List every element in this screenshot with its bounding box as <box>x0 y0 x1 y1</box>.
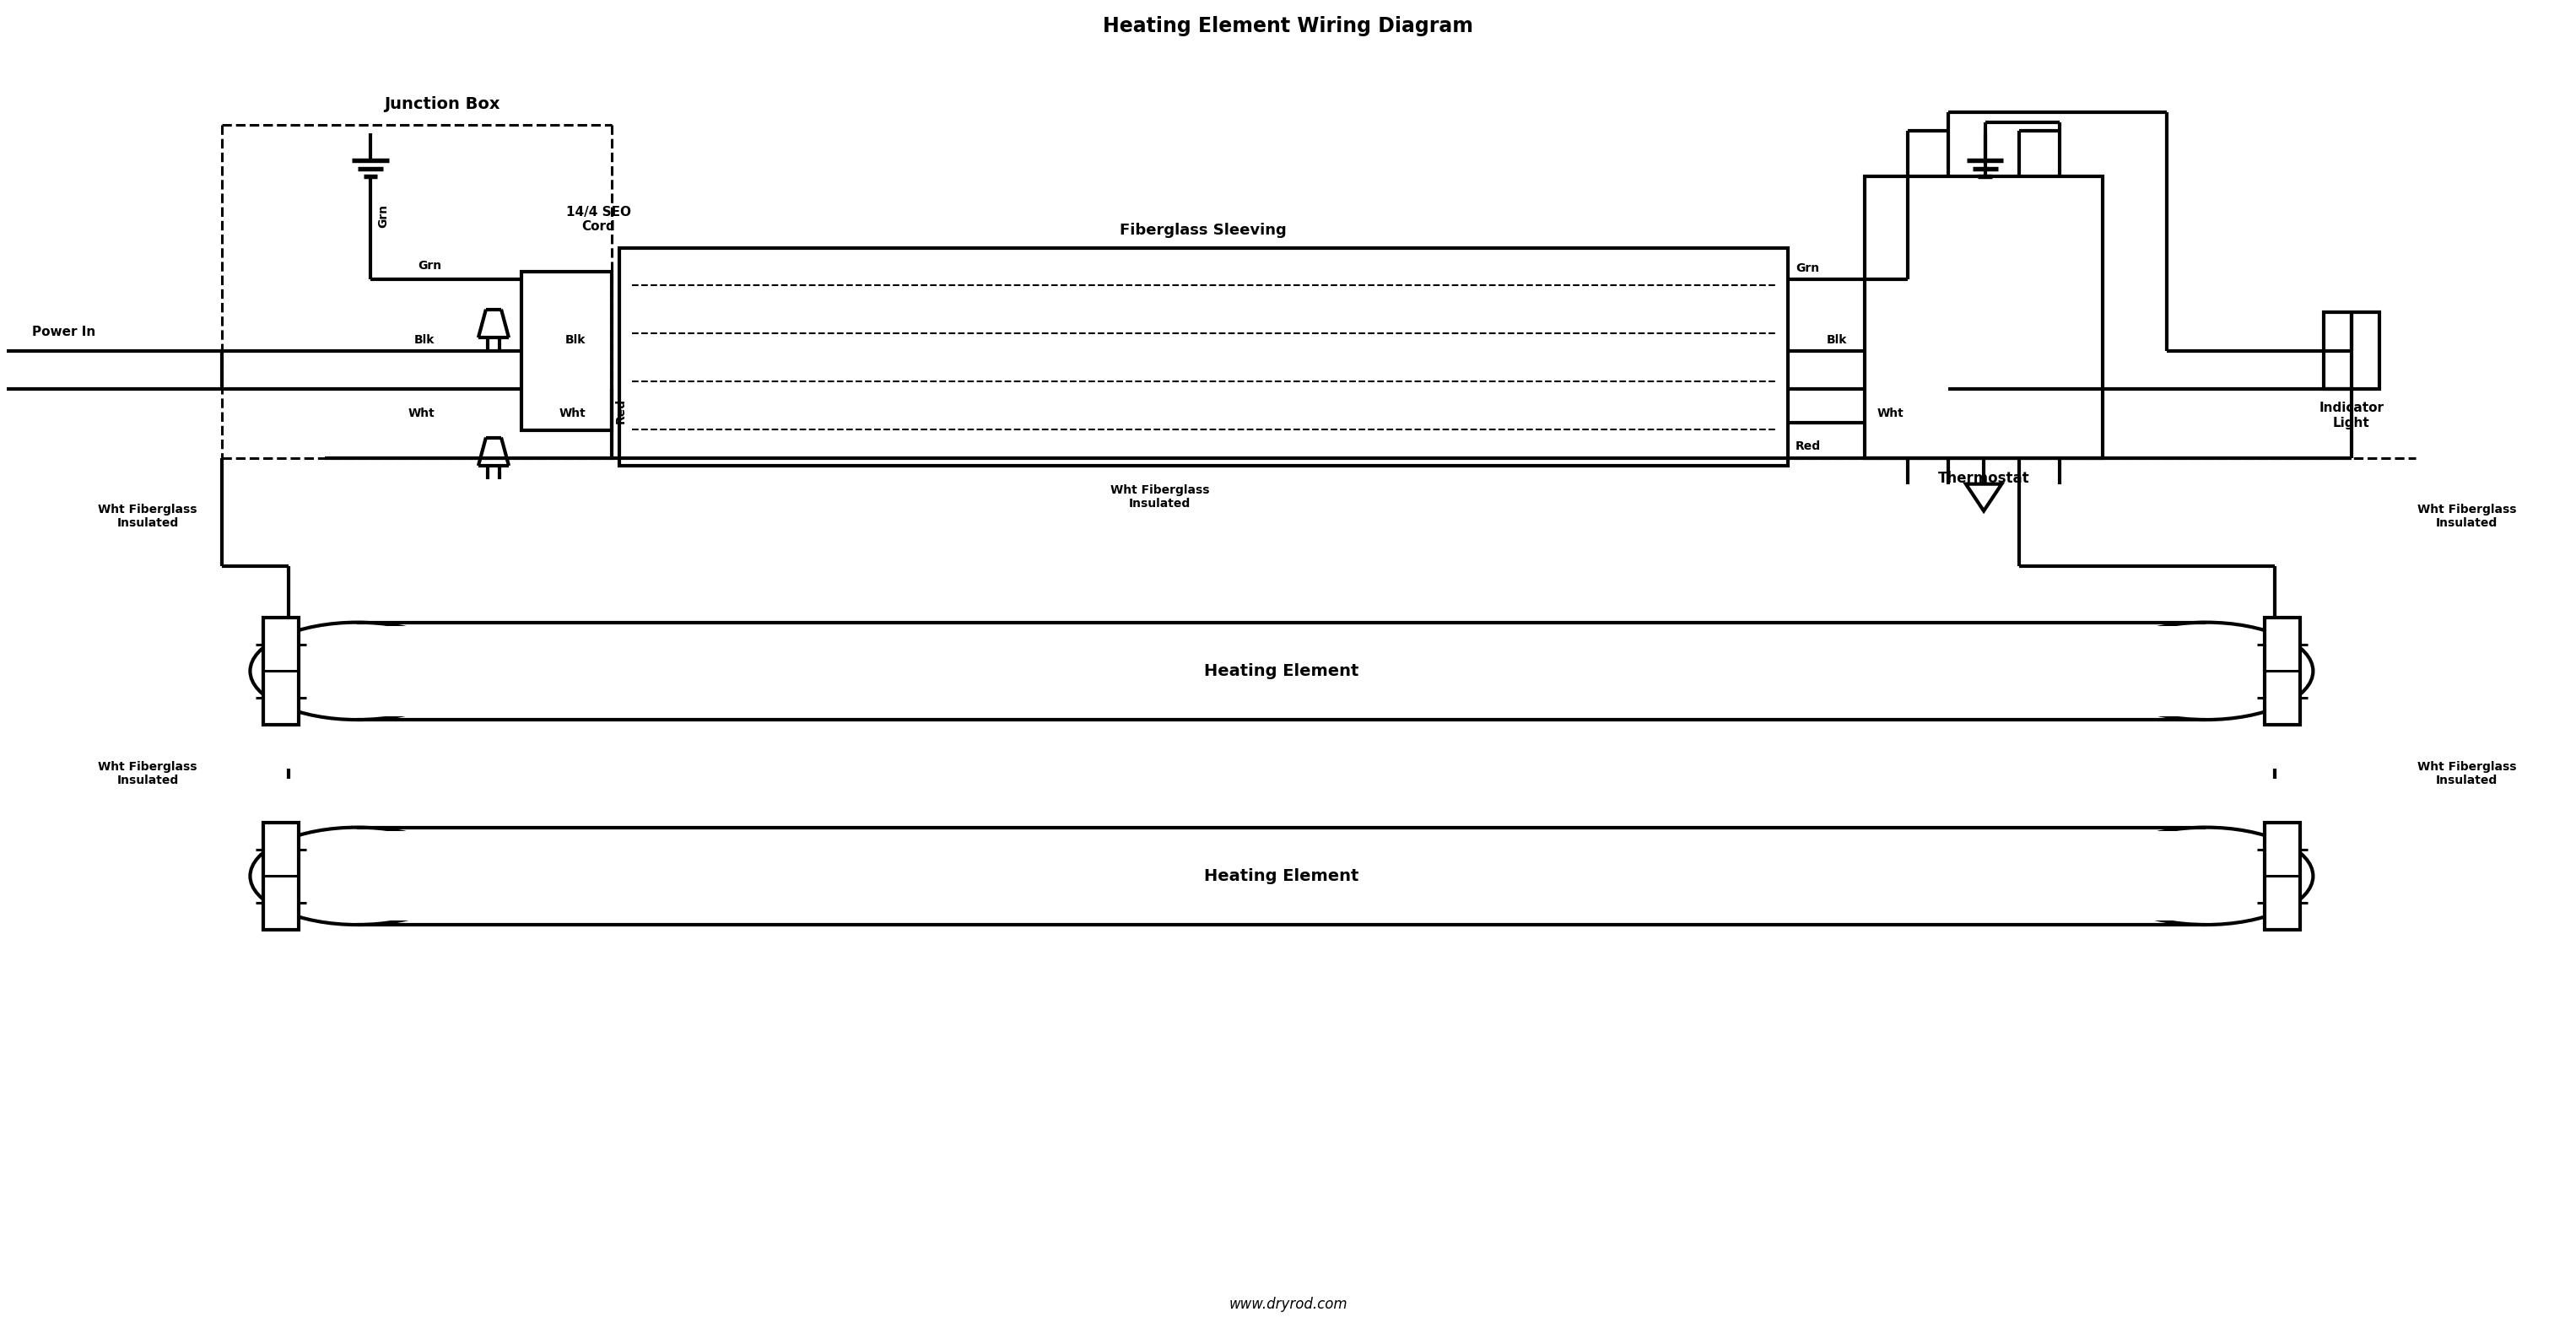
Text: Junction Box: Junction Box <box>384 97 500 113</box>
Ellipse shape <box>250 827 464 924</box>
Text: Wht: Wht <box>559 408 585 418</box>
Text: Wht: Wht <box>1878 408 1904 418</box>
Text: www.dryrod.com: www.dryrod.com <box>1229 1296 1347 1312</box>
Bar <box>358 623 2205 720</box>
Ellipse shape <box>2099 827 2313 924</box>
Text: Blk: Blk <box>564 333 585 345</box>
Bar <box>358 827 2205 924</box>
Bar <box>1865 177 2102 458</box>
Polygon shape <box>1965 483 2002 511</box>
Bar <box>2324 312 2380 389</box>
Text: Indicator
Light: Indicator Light <box>2318 402 2383 429</box>
Text: Power In: Power In <box>33 325 95 337</box>
Text: Wht Fiberglass
Insulated: Wht Fiberglass Insulated <box>2416 761 2517 786</box>
Text: Red: Red <box>616 398 626 424</box>
Bar <box>618 248 1788 466</box>
Bar <box>358 627 2205 716</box>
Text: Wht Fiberglass
Insulated: Wht Fiberglass Insulated <box>98 761 198 786</box>
Bar <box>2264 822 2300 930</box>
Text: Grn: Grn <box>376 205 389 228</box>
Text: Thermostat: Thermostat <box>1937 471 2030 486</box>
Text: Blk: Blk <box>1826 333 1847 345</box>
Text: Heating Element Wiring Diagram: Heating Element Wiring Diagram <box>1103 16 1473 37</box>
Text: Wht: Wht <box>407 408 435 418</box>
Bar <box>263 618 299 725</box>
Bar <box>263 822 299 930</box>
Text: 14/4 SEO
Cord: 14/4 SEO Cord <box>567 206 631 232</box>
Text: Red: Red <box>1795 441 1821 453</box>
Text: Heating Element: Heating Element <box>1203 869 1360 884</box>
Text: Wht Fiberglass
Insulated: Wht Fiberglass Insulated <box>2416 503 2517 529</box>
Bar <box>2264 618 2300 725</box>
Text: Heating Element: Heating Element <box>1203 663 1360 679</box>
Text: Grn: Grn <box>1795 262 1819 274</box>
Bar <box>523 271 611 430</box>
Text: Grn: Grn <box>417 259 440 271</box>
Text: Wht Fiberglass
Insulated: Wht Fiberglass Insulated <box>1110 483 1211 510</box>
Bar <box>358 831 2205 920</box>
Text: Wht Fiberglass
Insulated: Wht Fiberglass Insulated <box>98 503 198 529</box>
Text: Fiberglass Sleeving: Fiberglass Sleeving <box>1121 223 1288 238</box>
Ellipse shape <box>250 623 464 720</box>
Text: Blk: Blk <box>415 333 435 345</box>
Ellipse shape <box>2099 623 2313 720</box>
